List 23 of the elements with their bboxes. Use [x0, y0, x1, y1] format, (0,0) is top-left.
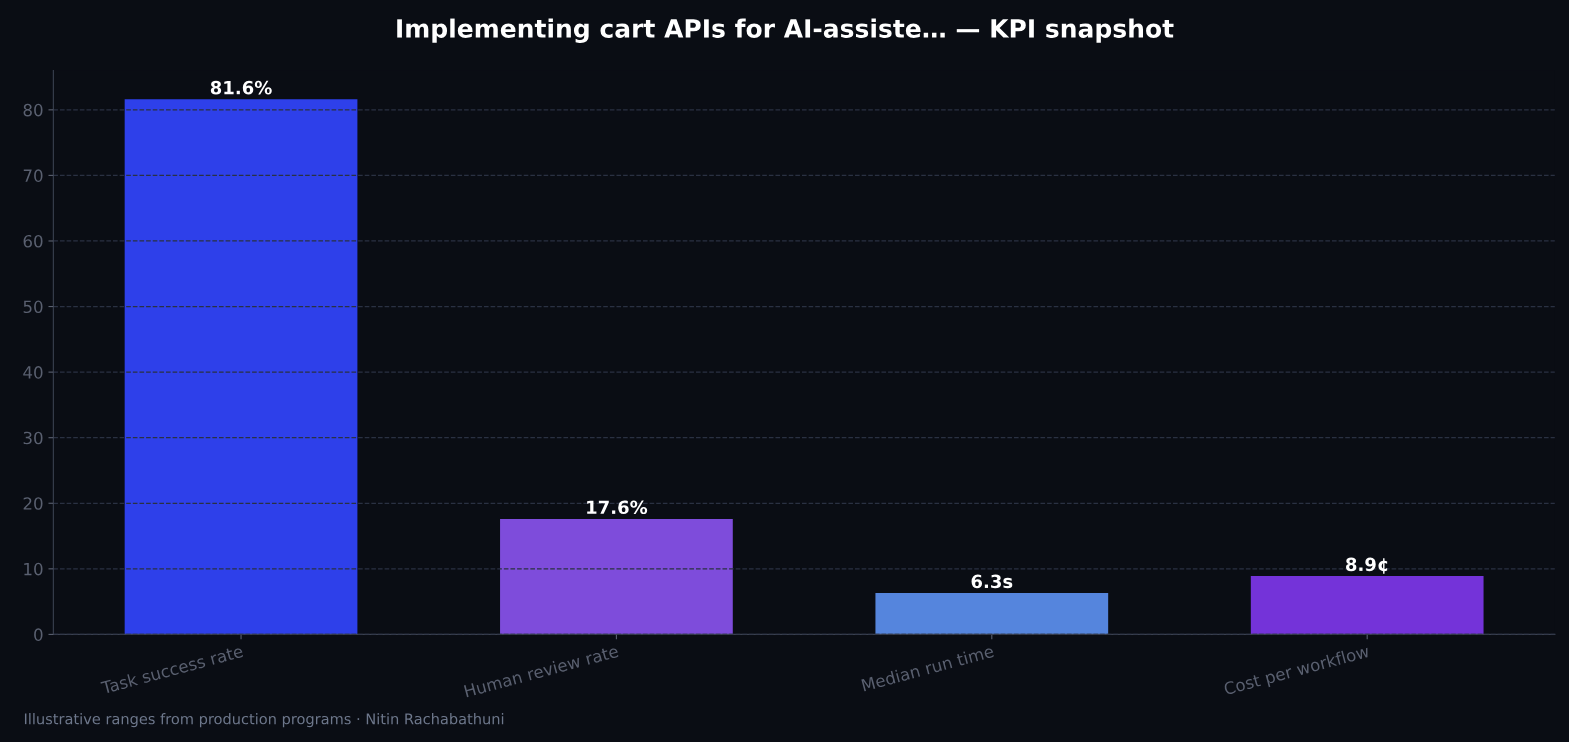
bar: [1250, 576, 1484, 635]
y-tick-label: 80: [23, 103, 43, 117]
y-tick-label: 70: [23, 169, 43, 182]
y-tick-label: 30: [23, 431, 43, 445]
chart-title: Implementing cart APIs for AI-assiste… — KPI snapshot: [397, 18, 1174, 43]
data-label: 17.6%: [587, 500, 648, 515]
data-label: 6.3s: [971, 574, 1013, 589]
text: Illustrative ranges from production programs · Nitin Rachabathuni: [24, 713, 504, 728]
y-tick-label: 0: [34, 628, 43, 641]
data-label: 8.9¢: [1346, 557, 1388, 574]
y-tick-label: 50: [23, 300, 43, 314]
y-tick-label: 60: [23, 234, 43, 248]
y-tick-label: 20: [23, 497, 43, 510]
bar: [875, 593, 1109, 635]
x-tick-label: Median run time: [861, 644, 995, 692]
bar: [500, 519, 733, 635]
y-tick-label: 40: [23, 366, 43, 379]
x-tick-label: Human review rate: [463, 644, 619, 698]
data-label: 81.6%: [210, 80, 272, 95]
x-tick-label: Cost per workflow: [1223, 644, 1371, 699]
x-tick-label: Task success rate: [100, 644, 244, 695]
bar: [124, 99, 358, 635]
y-tick-label: 10: [24, 562, 43, 576]
